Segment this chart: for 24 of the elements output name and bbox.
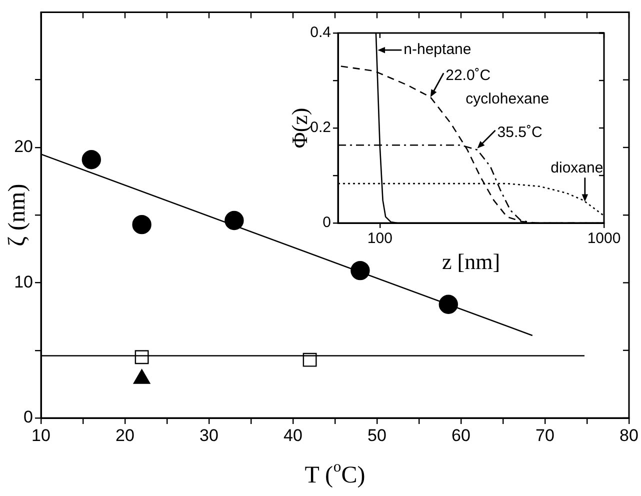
y-tick-label: 10 [14,272,33,292]
x-tick-label: 70 [536,426,554,445]
x-tick-label: 10 [32,426,50,445]
x-tick-label: 80 [620,426,638,445]
annotation: 22.0˚C [446,66,491,84]
y-tick-label: 20 [14,137,33,156]
x-tick-label: 50 [368,426,386,445]
x-tick-label: 1000 [587,230,621,248]
x-tick-label: 30 [200,426,218,445]
annotation: dioxane [550,159,604,176]
y-tick-label: 0 [24,408,33,427]
x-tick-label: 60 [452,426,470,445]
annotation: 35.5˚C [497,124,542,142]
x-axis-title: z [nm] [442,248,500,274]
y-axis-title: ζ (nm) [4,184,30,246]
annotation: n-heptane [404,41,472,58]
annotation: cyclohexane [466,90,550,108]
y-tick-label: 0 [322,214,331,232]
y-axis-title: Φ(z) [286,108,312,148]
x-tick-label: 40 [284,426,302,445]
x-tick-label: 100 [367,230,392,248]
y-tick-label: 0.2 [310,119,331,136]
y-tick-label: 0.4 [310,24,331,42]
x-tick-label: 20 [116,426,134,445]
